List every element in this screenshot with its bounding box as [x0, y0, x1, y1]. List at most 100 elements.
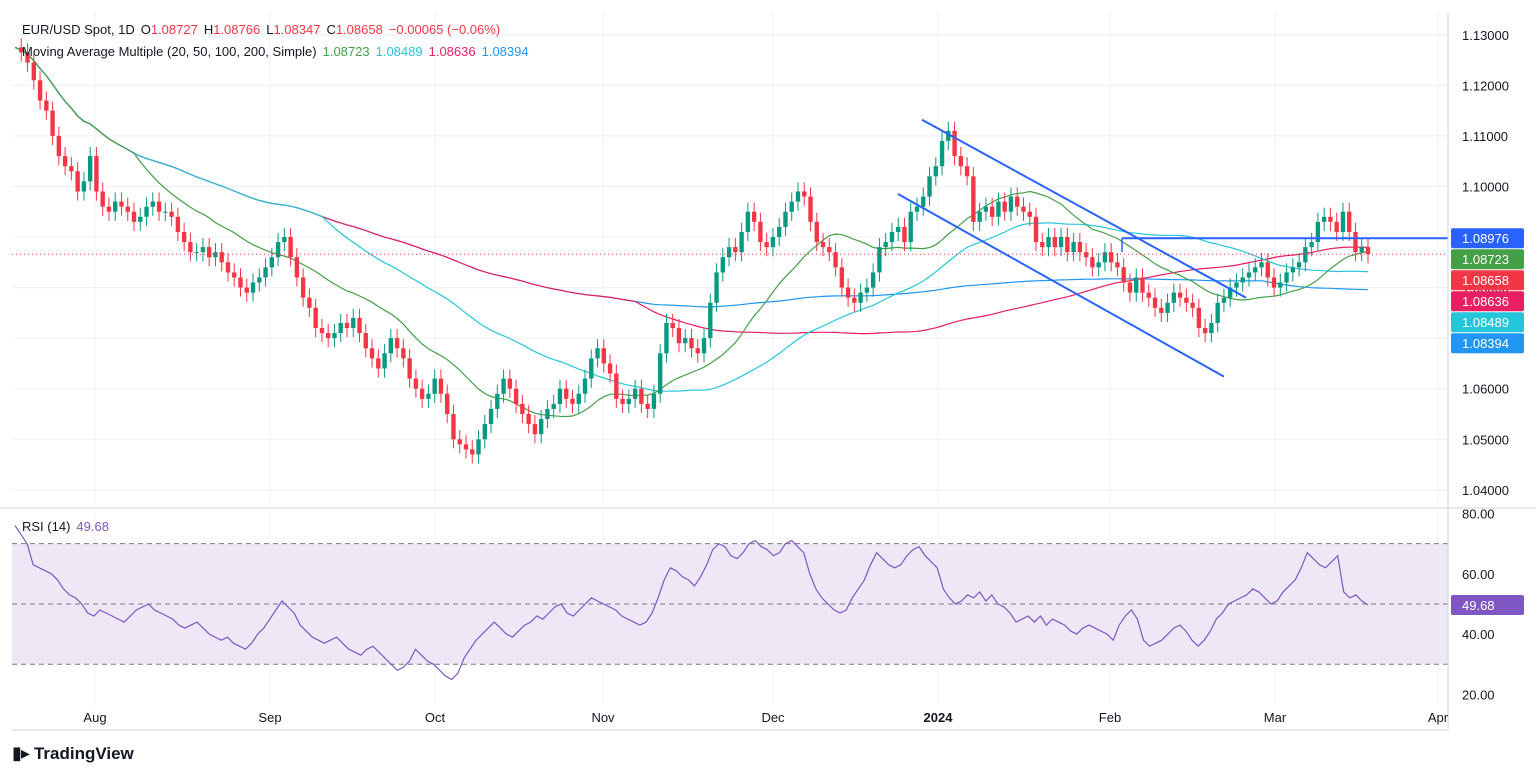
candle-up — [163, 211, 168, 213]
candle-down — [520, 403, 525, 414]
price-label-text: 1.08394 — [1462, 336, 1509, 351]
candle-down — [1065, 237, 1070, 253]
candle-down — [31, 62, 36, 81]
candle-down — [1177, 292, 1183, 298]
rsi-legend-value: 49.68 — [76, 519, 109, 534]
candle-down — [75, 171, 80, 192]
candle-down — [238, 277, 243, 288]
candle-up — [870, 272, 876, 288]
candlestick-series — [12, 38, 1448, 464]
tradingview-logo-icon: ▮▸ — [12, 743, 30, 763]
candle-up — [933, 166, 938, 177]
candle-down — [827, 247, 832, 253]
time-tick-label: Aug — [83, 710, 106, 725]
candle-down — [232, 272, 237, 278]
rsi-current-text: 49.68 — [1462, 598, 1495, 613]
candle-up — [1340, 211, 1346, 232]
candle-down — [564, 388, 569, 399]
candle-down — [50, 110, 55, 136]
candle-down — [1265, 262, 1270, 278]
candle-up — [864, 287, 870, 293]
candle-down — [1334, 221, 1339, 232]
candle-up — [708, 302, 713, 339]
candle-down — [219, 252, 224, 263]
time-tick-label: Feb — [1099, 710, 1121, 725]
candle-up — [557, 388, 563, 404]
candle-up — [1321, 216, 1327, 222]
candle-down — [958, 156, 964, 167]
candle-down — [188, 242, 193, 253]
candle-up — [1209, 322, 1214, 334]
candle-down — [1090, 257, 1095, 268]
price-label-badge — [1451, 312, 1524, 333]
candle-down — [25, 52, 30, 63]
candle-down — [820, 242, 826, 248]
candle-up — [664, 322, 669, 354]
candle-down — [1083, 252, 1089, 258]
candle-up — [946, 130, 951, 141]
rsi-tick-label: 20.00 — [1462, 687, 1495, 702]
symbol-legend[interactable]: EUR/USD Spot, 1D O1.08727 H1.08766 L1.08347… — [22, 22, 506, 37]
candle-down — [845, 287, 851, 298]
candle-up — [714, 272, 719, 303]
candle-up — [883, 242, 888, 248]
candle-down — [1121, 267, 1126, 283]
candle-down — [463, 444, 469, 450]
candle-up — [877, 247, 882, 273]
candle-up — [269, 257, 275, 268]
tradingview-logo-text: TradingView — [33, 743, 134, 763]
candle-down — [357, 317, 362, 334]
price-tick-label: 1.10000 — [1462, 179, 1509, 194]
candle-down — [1190, 302, 1195, 308]
rsi-tick-label: 60.00 — [1462, 567, 1495, 582]
candle-down — [1347, 211, 1352, 232]
candle-down — [639, 388, 644, 404]
candle-up — [1228, 287, 1233, 298]
rsi-line — [14, 525, 1369, 681]
candle-up — [1309, 242, 1314, 248]
candle-down — [607, 363, 613, 374]
price-label-text: 1.08658 — [1462, 273, 1509, 288]
candle-up — [939, 140, 945, 167]
rsi-legend[interactable]: RSI (14) 49.68 — [22, 519, 115, 534]
candle-up — [545, 408, 550, 420]
open-value: 1.08727 — [150, 22, 198, 37]
candle-up — [495, 393, 500, 409]
candle-down — [758, 221, 763, 243]
candle-up — [795, 191, 801, 202]
candle-down — [1040, 242, 1045, 248]
tradingview-logo[interactable]: ▮▸ TradingView — [12, 743, 134, 764]
time-tick-label: Mar — [1264, 710, 1287, 725]
candle-up — [1240, 277, 1245, 283]
candle-up — [1278, 282, 1283, 288]
ma200-value: 1.08394 — [481, 44, 529, 59]
time-tick-label: Dec — [761, 710, 785, 725]
candle-down — [689, 338, 694, 349]
rsi-title: RSI (14) — [22, 519, 71, 534]
candle-down — [438, 378, 444, 394]
candle-down — [971, 176, 976, 222]
open-label: O — [140, 22, 151, 37]
candle-down — [69, 166, 74, 172]
candle-down — [1033, 216, 1039, 243]
candle-up — [777, 226, 782, 238]
candle-down — [507, 378, 513, 389]
candle-up — [983, 206, 989, 212]
candle-up — [701, 338, 707, 354]
candle-down — [62, 156, 68, 167]
candle-up — [87, 156, 93, 182]
ma100-value: 1.08636 — [428, 44, 476, 59]
candle-up — [1215, 302, 1220, 323]
candle-down — [1159, 307, 1164, 313]
candle-down — [363, 333, 368, 349]
candle-down — [156, 201, 162, 212]
ma-legend[interactable]: Moving Average Multiple (20, 50, 100, 20… — [22, 44, 535, 59]
sma100-line — [14, 46, 1369, 335]
candle-up — [1165, 302, 1170, 313]
candle-up — [1071, 242, 1076, 253]
candle-down — [733, 247, 738, 253]
candle-up — [1246, 272, 1252, 278]
candle-up — [1058, 237, 1064, 248]
candle-up — [921, 196, 926, 207]
